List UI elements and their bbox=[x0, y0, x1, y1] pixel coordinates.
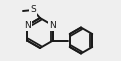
Text: N: N bbox=[24, 21, 30, 30]
Text: S: S bbox=[30, 5, 36, 15]
Text: N: N bbox=[50, 21, 56, 30]
